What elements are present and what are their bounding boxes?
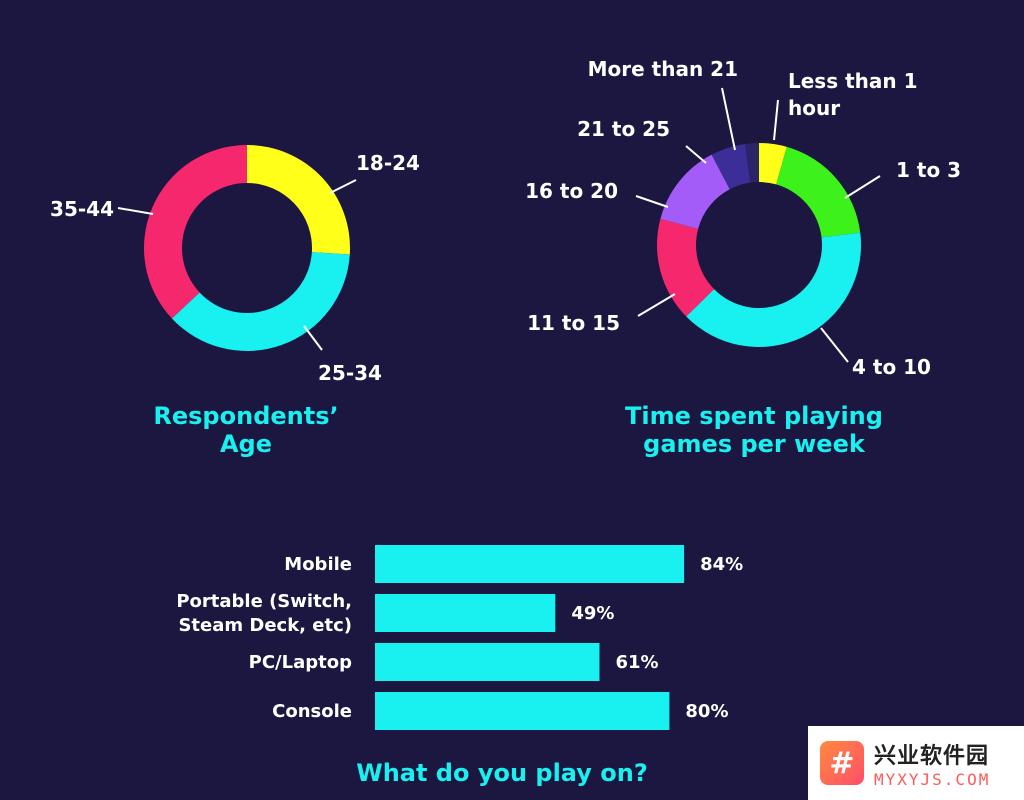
- time-slice-label-more-than-21: More than 21: [588, 57, 738, 81]
- age-leader-18-24: [329, 179, 357, 194]
- age-slice-label-25-34: 25-34: [318, 361, 382, 385]
- device-chart-title: What do you play on?: [356, 759, 648, 787]
- watermark-domain-text: MYXYJS.COM: [874, 769, 991, 789]
- time-chart-title-line-1: Time spent playing: [625, 402, 883, 430]
- time-slice-16-to-20: [660, 154, 730, 229]
- watermark-text: 兴业软件园 MYXYJS.COM: [874, 738, 990, 789]
- time-slice-11-to-15: [657, 218, 715, 317]
- bar-mobile: [375, 545, 685, 583]
- bar-value-label-pc-laptop: 61%: [615, 652, 658, 673]
- time-donut-labels: Less than 1 hour 1 to 3 4 to 10 11 to 15 16 t…: [525, 57, 961, 379]
- time-chart-title-line-2: games per week: [643, 430, 866, 458]
- time-slice-label-4-to-10: 4 to 10: [852, 355, 931, 379]
- time-slice-1-to-3: [776, 146, 861, 238]
- time-leader-21-to-25: [685, 145, 707, 164]
- time-slice-less-than-1-hour: [759, 143, 787, 185]
- time-leader-4-to-10: [820, 327, 849, 363]
- time-leader-more-than-21: [721, 87, 736, 151]
- age-donut-chart: [143, 145, 350, 352]
- age-slice-35-44: [143, 145, 247, 319]
- watermark-chinese-text: 兴业软件园: [874, 743, 990, 769]
- time-slice-label-16-to-20: 16 to 20: [525, 179, 618, 203]
- age-slice-25-34: [171, 252, 350, 352]
- age-slice-label-35-44: 35-44: [50, 197, 114, 221]
- bar-value-label-mobile: 84%: [700, 554, 743, 575]
- bar-pc-laptop: [375, 643, 600, 681]
- time-leader-less-than-1-hour: [773, 99, 779, 141]
- time-slice-more-than-21: [744, 143, 759, 183]
- time-slice-21-to-25: [711, 143, 751, 190]
- device-bar-chart: 84% Mobile 49% Portable (Switch, Steam Deck,…: [176, 545, 743, 730]
- time-slice-label-less-than-1-hour-line-1: Less than 1: [788, 69, 918, 93]
- bar-value-label-console: 80%: [685, 701, 728, 722]
- age-chart-title-line-1: Respondents’: [153, 402, 338, 430]
- bar-category-label-mobile: Mobile: [284, 554, 352, 575]
- bar-value-label-portable-switch-steam-deck-etc: 49%: [571, 603, 614, 624]
- time-slice-label-1-to-3: 1 to 3: [896, 158, 961, 182]
- bar-console: [375, 692, 670, 730]
- time-leader-16-to-20: [635, 195, 669, 208]
- watermark-logo-icon: #: [820, 741, 864, 785]
- age-leader-35-44: [117, 207, 154, 215]
- age-slice-18-24: [247, 145, 350, 255]
- bar-category-label-console: Console: [272, 701, 352, 722]
- watermark: # 兴业软件园 MYXYJS.COM: [808, 726, 1024, 800]
- age-leader-25-34: [303, 325, 323, 351]
- bar-category-label-pc-laptop: PC/Laptop: [249, 652, 352, 673]
- age-slice-label-18-24: 18-24: [356, 151, 420, 175]
- time-slice-label-11-to-15: 11 to 15: [527, 311, 620, 335]
- time-slice-label-21-to-25: 21 to 25: [577, 117, 670, 141]
- time-slice-4-to-10: [686, 232, 861, 347]
- bar-category-label-portable-switch-steam-deck-etc-line-2: Steam Deck, etc): [178, 615, 352, 636]
- time-donut-chart: [657, 143, 861, 347]
- time-leader-11-to-15: [637, 293, 676, 317]
- time-leader-1-to-3: [844, 175, 881, 199]
- age-donut-labels: 18-24 25-34 35-44: [50, 151, 420, 385]
- bar-category-label-portable-switch-steam-deck-etc-line-1: Portable (Switch,: [176, 591, 352, 612]
- bar-portable-switch-steam-deck-etc: [375, 594, 556, 632]
- age-chart-title-line-2: Age: [220, 430, 272, 458]
- time-slice-label-less-than-1-hour-line-2: hour: [788, 96, 840, 120]
